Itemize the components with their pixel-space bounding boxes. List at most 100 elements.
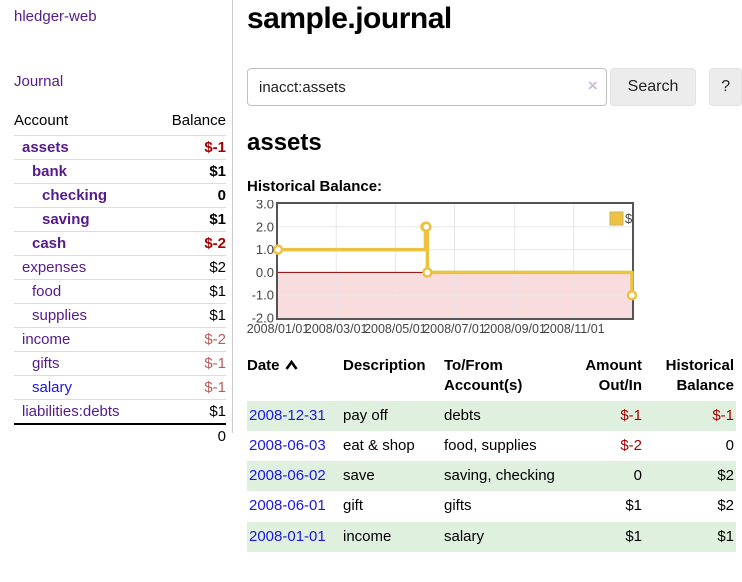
transaction-accounts: saving, checking — [444, 467, 555, 484]
description-column-header: Description — [343, 357, 426, 374]
account-row: salary $-1 — [14, 375, 226, 400]
tofrom-column-header: To/From Account(s) — [444, 357, 523, 395]
transaction-balance: $2 — [717, 467, 734, 484]
account-balance-table: Account Balance assets $-1 bank $1 checking 0… — [14, 112, 226, 448]
x-tick-label: 2008/03/01 — [305, 322, 368, 336]
account-link-assets[interactable]: assets — [22, 139, 69, 156]
transaction-row: 2008-01-01 income salary $1 $1 — [247, 521, 736, 552]
transaction-accounts: food, supplies — [444, 436, 537, 454]
account-link-supplies[interactable]: supplies — [32, 307, 88, 324]
transaction-accounts: debts — [444, 406, 481, 424]
account-link-saving[interactable]: saving — [42, 211, 90, 228]
transaction-balance: $-1 — [712, 406, 734, 424]
data-point-marker — [421, 221, 432, 233]
transaction-description: gift — [343, 497, 364, 515]
transaction-date-link[interactable]: 2008-06-02 — [249, 467, 326, 484]
transaction-balance: 0 — [725, 436, 734, 454]
total-balance: 0 — [217, 428, 226, 445]
transaction-amount: $-1 — [620, 406, 642, 424]
x-tick-label: 2008/11/01 — [543, 322, 605, 336]
account-link-food[interactable]: food — [32, 283, 62, 300]
transaction-description: save — [343, 467, 375, 484]
x-tick-label: 2008/09/01 — [483, 322, 546, 336]
account-balance: $1 — [154, 207, 226, 232]
transaction-date-link[interactable]: 2008-06-01 — [249, 497, 326, 515]
data-point-marker — [626, 289, 638, 301]
transaction-date-link[interactable]: 2008-06-03 — [249, 436, 326, 454]
account-link-gifts[interactable]: gifts — [32, 355, 60, 372]
x-tick-label: 2008/05/01 — [364, 322, 427, 336]
chart-title: Historical Balance: — [247, 178, 383, 195]
account-row: cash $-2 — [14, 231, 226, 256]
y-tick-label: 2.0 — [256, 219, 274, 234]
account-row: gifts $-1 — [14, 351, 226, 376]
x-tick-label: 2008/01/01 — [247, 322, 309, 336]
transaction-row: 2008-12-31 pay off debts $-1 $-1 — [247, 400, 736, 431]
account-balance: $-1 — [154, 351, 226, 376]
transaction-amount: $1 — [625, 497, 642, 515]
transaction-row: 2008-06-01 gift gifts $1 $2 — [247, 491, 736, 521]
transaction-date-link[interactable]: 2008-12-31 — [249, 406, 326, 424]
sidebar: hledger-web Journal Account Balance asse… — [0, 0, 233, 445]
account-link-expenses[interactable]: expenses — [22, 259, 87, 276]
account-balance: $-2 — [154, 231, 226, 256]
help-button[interactable]: ? — [709, 68, 742, 106]
account-link-cash[interactable]: cash — [32, 235, 67, 252]
page-title: sample.journal — [247, 2, 452, 35]
legend-swatch — [609, 211, 624, 226]
sidebar-nav: Journal — [14, 73, 226, 91]
historical-balance-chart: $3.0 2.0 1.0 0.0 -1.0 -2.0 2008/01/01 2008/03/0… — [247, 197, 647, 342]
transaction-row: 2008-06-02 save saving, checking 0 $2 — [247, 461, 736, 492]
account-balance: $-1 — [154, 375, 226, 400]
legend-label: $ — [625, 211, 633, 226]
sort-ascending-icon — [284, 357, 298, 377]
main-content: sample.journal × Search ? assets Histori… — [247, 0, 742, 552]
y-tick-label: 3.0 — [256, 200, 274, 212]
account-row: checking 0 — [14, 183, 226, 208]
account-column-header: Account — [14, 112, 155, 136]
y-tick-label: 1.0 — [256, 242, 274, 257]
transaction-amount: 0 — [633, 467, 642, 484]
account-row: income $-2 — [14, 327, 226, 352]
historical-column-header: Historical Balance — [665, 357, 734, 395]
amount-column-header: Amount Out/In — [585, 357, 642, 395]
account-balance: $-2 — [154, 327, 226, 352]
account-balance: $1 — [154, 159, 226, 184]
transaction-amount: $1 — [625, 527, 642, 545]
date-column-header[interactable]: Date — [247, 354, 343, 401]
account-row: supplies $1 — [14, 303, 226, 328]
account-row: bank $1 — [14, 159, 226, 184]
chart-svg: $3.0 2.0 1.0 0.0 -1.0 -2.02008/01/012008/03/0… — [247, 197, 638, 336]
y-tick-label: -1.0 — [252, 288, 274, 303]
data-point-marker — [272, 244, 284, 255]
sidebar-item-journal[interactable]: Journal — [14, 73, 64, 90]
transaction-date-link[interactable]: 2008-01-01 — [249, 527, 326, 545]
search-input[interactable] — [247, 68, 607, 106]
account-row: liabilities:debts $1 — [14, 399, 226, 425]
search-box: × — [247, 68, 607, 106]
account-balance: $1 — [154, 279, 226, 304]
x-tick-label: 2008/07/01 — [423, 322, 486, 336]
account-balance: $1 — [154, 303, 226, 328]
transaction-balance: $2 — [717, 497, 734, 515]
account-heading: assets — [247, 129, 322, 156]
transaction-description: pay off — [343, 406, 388, 424]
account-balance: 0 — [154, 183, 226, 208]
y-tick-label: 0.0 — [256, 265, 274, 280]
account-balance: $2 — [154, 255, 226, 280]
account-row: assets $-1 — [14, 135, 226, 160]
transaction-description: income — [343, 527, 392, 545]
account-balance: $1 — [154, 399, 226, 425]
account-balance: $-1 — [154, 135, 226, 160]
app-brand-link[interactable]: hledger-web — [14, 8, 97, 25]
search-button[interactable]: Search — [609, 68, 697, 106]
total-row: 0 — [14, 424, 226, 448]
account-link-income[interactable]: income — [22, 331, 71, 348]
transaction-accounts: gifts — [444, 497, 472, 515]
account-link-liabilities-debts[interactable]: liabilities:debts — [22, 403, 120, 420]
account-link-bank[interactable]: bank — [32, 163, 68, 180]
clear-search-icon[interactable]: × — [587, 76, 598, 95]
account-link-salary[interactable]: salary — [32, 379, 73, 396]
account-link-checking[interactable]: checking — [42, 187, 108, 204]
transaction-amount: $-2 — [620, 436, 642, 454]
